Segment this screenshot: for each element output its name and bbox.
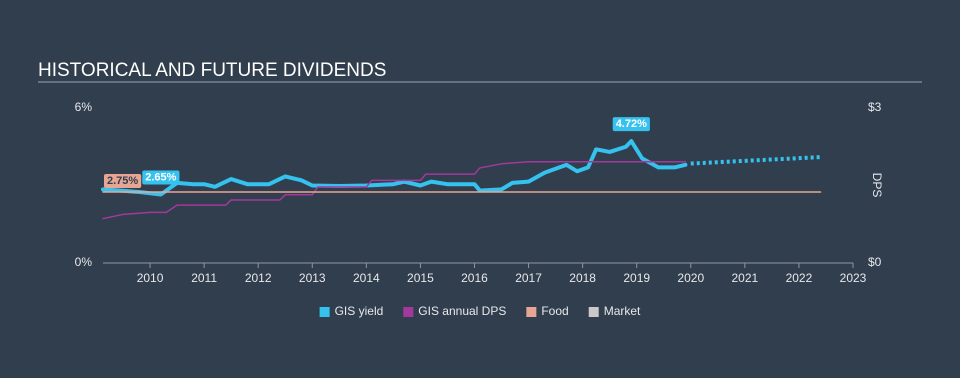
y2-tick-label: $3: [868, 100, 882, 114]
legend-label: Market: [604, 304, 641, 318]
x-tick-label: 2023: [840, 271, 867, 285]
y-tick-label: 0%: [75, 255, 93, 269]
x-tick-label: 2013: [299, 271, 326, 285]
x-tick-label: 2019: [623, 271, 650, 285]
data-label-box: [104, 173, 142, 188]
x-tick-label: 2016: [461, 271, 488, 285]
legend-label: Food: [541, 304, 568, 318]
data-label-text: 2.75%: [107, 175, 138, 187]
series-line: [101, 139, 688, 197]
x-tick-label: 2014: [353, 271, 380, 285]
data-label-text: 4.72%: [616, 118, 647, 130]
data-label-box: [142, 170, 180, 185]
x-tick-label: 2018: [569, 271, 596, 285]
forecast-line: [690, 155, 821, 166]
legend-swatch: [588, 307, 599, 317]
series-line: [102, 160, 687, 220]
data-label: 2.75%: [104, 173, 142, 188]
y2-tick-label: $0: [868, 255, 882, 269]
x-tick-label: 2020: [677, 271, 704, 285]
x-tick-label: 2011: [191, 271, 217, 285]
legend-swatch: [403, 307, 414, 317]
legend-label: GIS yield: [335, 304, 384, 318]
y2-axis-label: DPS: [870, 173, 884, 198]
legend: GIS yield GIS annual DPS Food Market: [319, 304, 641, 318]
chart-title: HISTORICAL AND FUTURE DIVIDENDS: [38, 60, 386, 81]
x-tick-label: 2012: [245, 271, 272, 285]
legend-swatch: [319, 307, 330, 317]
data-label-box: [612, 117, 650, 132]
data-label-text: 2.65%: [145, 171, 176, 183]
x-tick-label: 2022: [786, 271, 813, 285]
legend-swatch: [526, 307, 537, 317]
y-tick-label: 6%: [75, 100, 93, 114]
x-tick-label: 2021: [732, 271, 759, 285]
data-label: 2.65%: [142, 170, 180, 185]
x-tick-label: 2015: [407, 271, 434, 285]
x-tick-label: 2010: [137, 271, 164, 285]
x-tick-label: 2017: [515, 271, 542, 285]
data-label: 4.72%: [612, 117, 650, 132]
legend-label: GIS annual DPS: [418, 304, 506, 318]
